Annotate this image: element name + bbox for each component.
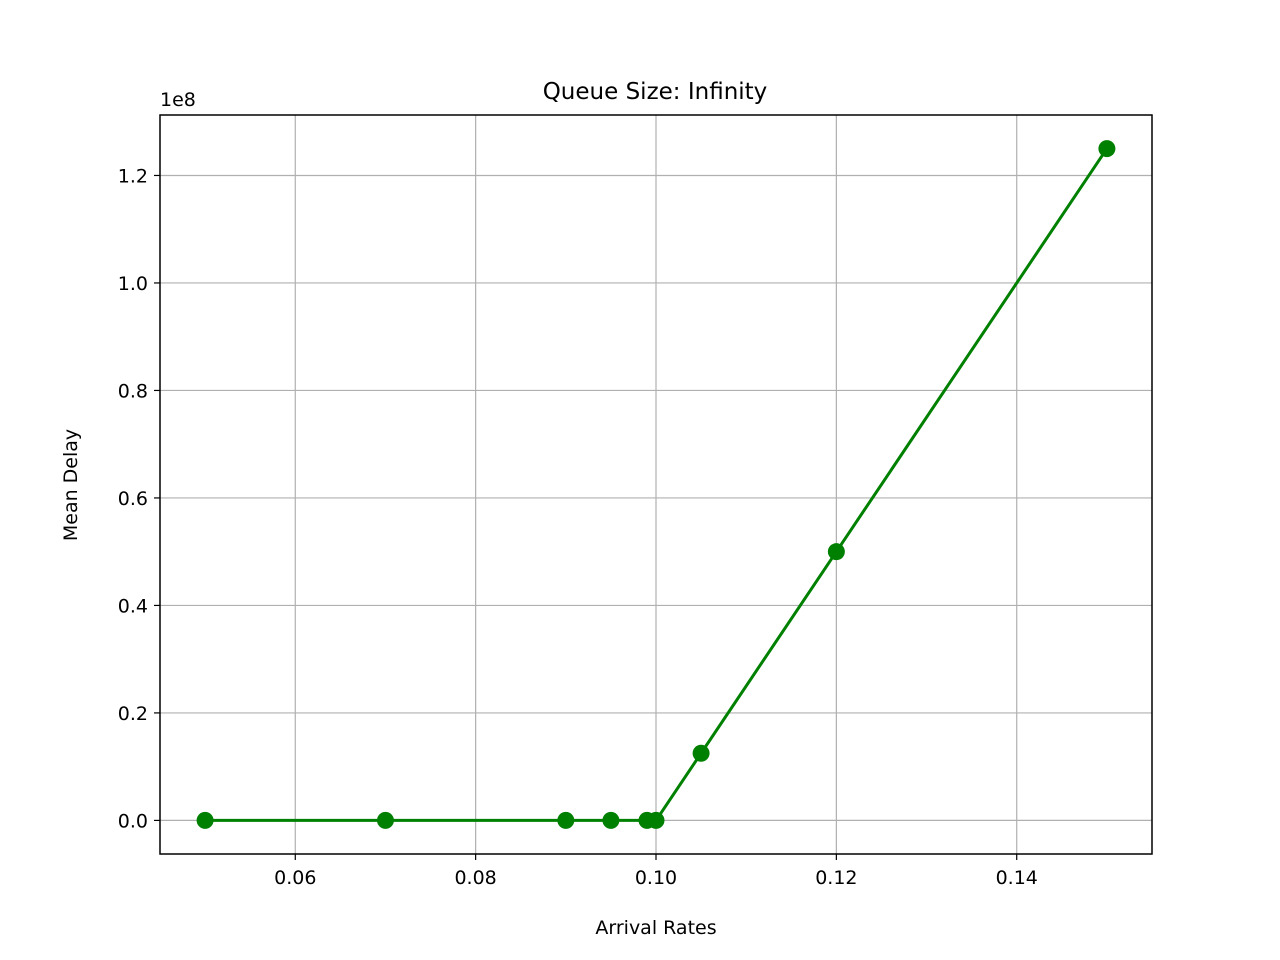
data-point	[196, 811, 214, 829]
x-tick-label: 0.14	[996, 867, 1038, 889]
data-point	[692, 744, 710, 762]
x-tick-label: 0.12	[815, 867, 857, 889]
x-tick-label: 0.08	[454, 867, 496, 889]
x-axis: 0.06 0.08 0.10 0.12 0.14	[274, 854, 1038, 889]
chart-title: Queue Size: Infinity	[543, 79, 768, 105]
y-tick-label: 0.0	[118, 810, 148, 832]
x-axis-label: Arrival Rates	[595, 917, 716, 939]
y-axis-label: Mean Delay	[60, 429, 82, 541]
data-point	[1098, 140, 1116, 158]
y-tick-label: 0.4	[118, 595, 148, 617]
y-tick-label: 1.0	[118, 273, 148, 295]
data-point	[376, 811, 394, 829]
y-tick-label: 0.8	[118, 380, 148, 402]
data-point	[647, 811, 665, 829]
grid-lines	[160, 115, 1152, 854]
y-tick-label: 1.2	[118, 165, 148, 187]
series-layer	[196, 140, 1116, 829]
data-point	[827, 543, 845, 561]
data-point	[557, 811, 575, 829]
y-axis: 0.0 0.2 0.4 0.6 0.8 1.0 1.2	[118, 165, 160, 832]
x-tick-label: 0.06	[274, 867, 316, 889]
y-tick-label: 0.2	[118, 703, 148, 725]
y-tick-label: 0.6	[118, 488, 148, 510]
data-point	[602, 811, 620, 829]
series-group	[196, 140, 1116, 829]
y-offset-label: 1e8	[160, 89, 196, 111]
plot-frame	[159, 114, 1153, 855]
x-tick-label: 0.10	[635, 867, 677, 889]
